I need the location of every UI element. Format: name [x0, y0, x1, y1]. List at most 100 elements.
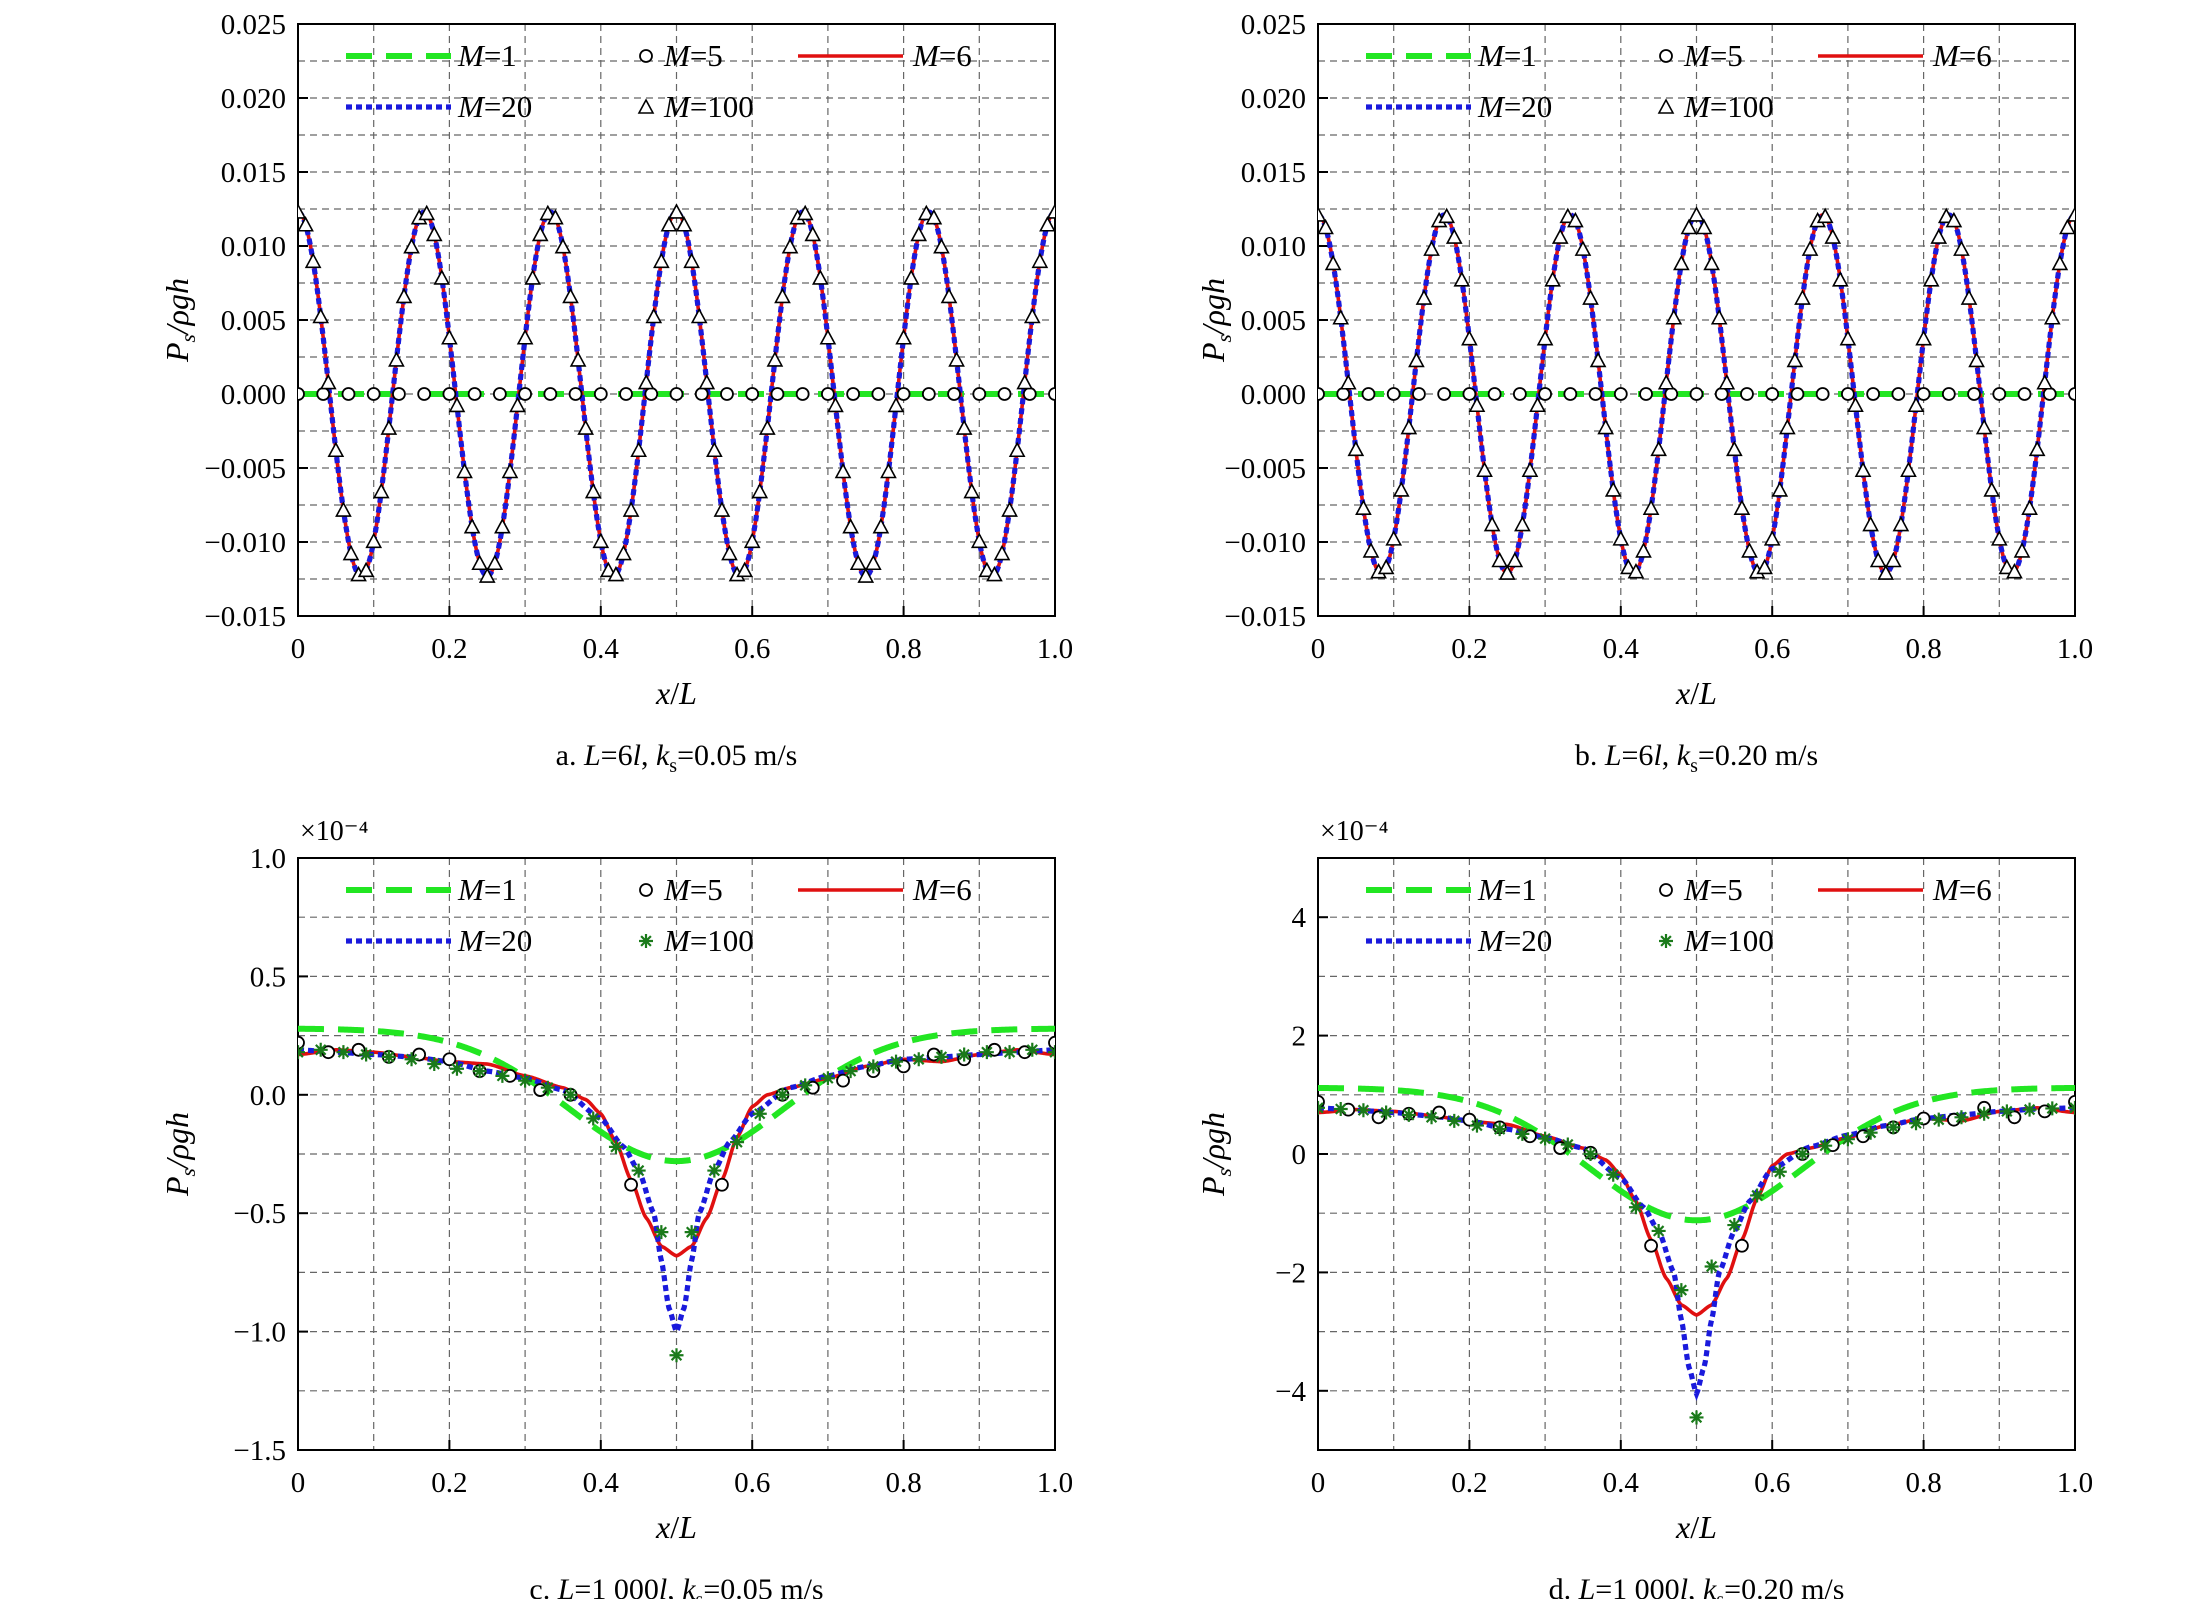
data-point-triangle	[1400, 418, 1418, 435]
legend-label: M=6	[912, 872, 972, 907]
x-axis-title-x: x	[655, 675, 670, 711]
y-tick-label: −0.015	[1224, 601, 1306, 633]
y-tick-label: −0.005	[1224, 453, 1306, 485]
data-point-triangle	[1960, 289, 1978, 305]
legend-label: M=1	[457, 872, 517, 907]
data-point-triangle	[713, 501, 731, 517]
data-point-triangle	[1385, 530, 1403, 546]
x-tick-label: 0	[1311, 1467, 1326, 1499]
legend-label: M=20	[1477, 89, 1552, 124]
legend-label-m: M	[457, 89, 486, 124]
data-point-triangle	[395, 287, 413, 304]
data-point-triangle	[1718, 374, 1736, 390]
x-tick-label: 0.8	[1905, 633, 1941, 665]
x-tick-label: 1.0	[1037, 633, 1073, 665]
y-tick-label: −1.5	[233, 1435, 286, 1467]
x-axis-title: x/L	[1675, 675, 1717, 711]
y-tick-label: 0.020	[1241, 83, 1306, 115]
data-point-triangle	[1975, 418, 1993, 435]
data-point-circle	[1563, 387, 1578, 401]
series-line-m-1	[1318, 1084, 2075, 1224]
data-point-triangle	[895, 329, 912, 345]
data-point-triangle	[917, 204, 935, 221]
legend-label-m: M	[1683, 872, 1712, 907]
data-point-triangle	[1884, 551, 1902, 568]
panel-caption: d. L=1 000l, ks=0.20 m/s	[1549, 1573, 1845, 1599]
caption-prefix: d.	[1549, 1573, 1579, 1599]
data-point-star	[752, 1106, 767, 1121]
data-point-star	[1469, 1118, 1484, 1133]
legend-label: M=5	[1683, 38, 1743, 73]
data-point-star	[586, 1111, 601, 1126]
data-point-circle	[298, 1035, 305, 1050]
data-point-triangle	[1756, 558, 1773, 575]
data-point-triangle	[1983, 481, 2001, 497]
data-point-circle	[836, 1073, 850, 1088]
panel-caption: c. L=1 000l, ks=0.05 m/s	[529, 1573, 823, 1599]
data-point-triangle	[2043, 309, 2061, 325]
data-point-circle	[1664, 387, 1679, 401]
x-tick-label: 0.4	[583, 1467, 620, 1499]
data-point-star	[427, 1057, 442, 1072]
data-point-triangle	[1657, 374, 1675, 390]
data-point-triangle	[955, 419, 973, 435]
data-point-triangle	[1491, 551, 1509, 568]
caption-L: L	[1578, 1573, 1596, 1599]
data-point-triangle	[1536, 329, 1554, 346]
data-point-triangle	[2006, 562, 2023, 579]
y-tick-label: −0.010	[1224, 527, 1306, 559]
y-tick-label: 0.010	[221, 231, 286, 263]
data-point-triangle	[1862, 515, 1879, 532]
data-point-triangle	[1854, 461, 1872, 478]
legend-label: M=100	[663, 89, 754, 124]
series-m-20	[1318, 1105, 2075, 1401]
data-point-star	[1356, 1103, 1371, 1118]
data-point-star	[449, 1061, 464, 1076]
data-point-triangle	[963, 482, 981, 499]
legend-item: M=20	[346, 89, 532, 124]
legend-marker-circle	[639, 883, 653, 897]
x-tick-label: 0.6	[1754, 633, 1790, 665]
data-point-triangle	[1544, 271, 1562, 287]
data-point-star	[1379, 1105, 1394, 1120]
data-point-circle	[1740, 387, 1754, 401]
data-point-triangle	[600, 561, 617, 578]
data-point-triangle	[706, 441, 723, 458]
data-point-triangle	[698, 373, 716, 390]
legend-label-value: =20	[484, 89, 532, 124]
x-tick-label: 0.6	[734, 633, 770, 665]
data-point-triangle	[1665, 309, 1683, 325]
y-axis-title: Ps/ρgh	[159, 278, 200, 363]
data-point-triangle	[827, 396, 844, 413]
y-scale-note: ×10⁻⁴	[1320, 816, 1388, 847]
data-point-triangle	[948, 351, 965, 367]
data-point-circle	[351, 1042, 366, 1057]
data-point-star	[1772, 1164, 1787, 1179]
data-point-star	[495, 1068, 510, 1083]
data-point-circle	[644, 387, 659, 401]
data-point-triangle	[880, 462, 897, 479]
data-point-triangle	[441, 329, 458, 345]
data-point-triangle	[1635, 542, 1652, 558]
data-point-star	[775, 1087, 790, 1102]
data-point-triangle	[2059, 218, 2075, 235]
legend-item: M=5	[1659, 38, 1743, 73]
data-point-triangle	[986, 565, 1003, 582]
data-point-star	[1840, 1132, 1855, 1147]
x-axis-title-l: L	[1698, 675, 1717, 711]
data-point-triangle	[584, 482, 602, 499]
data-point-triangle	[509, 396, 526, 413]
data-point-triangle	[1498, 564, 1516, 580]
series-m-100	[298, 203, 1055, 583]
data-point-circle	[1866, 387, 1881, 401]
data-point-triangle	[1438, 207, 1456, 224]
data-point-triangle	[524, 269, 542, 285]
y-tick-label: −0.015	[204, 601, 286, 633]
data-point-triangle	[1726, 440, 1743, 457]
data-point-circle	[997, 387, 1012, 401]
data-point-circle	[896, 387, 911, 401]
x-tick-label: 0.4	[1603, 1467, 1640, 1499]
data-point-circle	[1336, 387, 1351, 401]
caption-l: l	[659, 1573, 667, 1599]
series-m-100	[1318, 1100, 2075, 1425]
